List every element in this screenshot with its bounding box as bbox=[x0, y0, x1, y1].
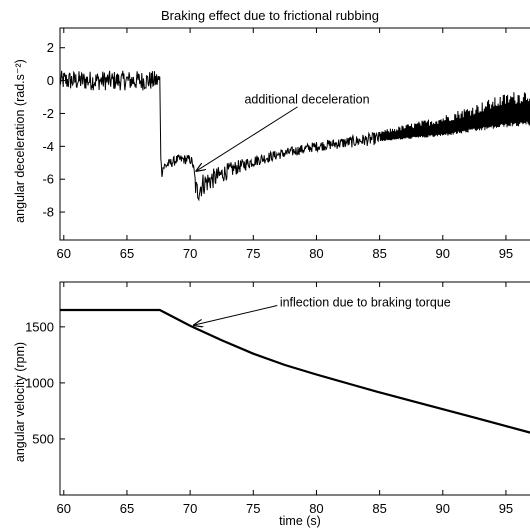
y-tick-label: 2 bbox=[47, 40, 54, 55]
x-tick-label: 90 bbox=[436, 501, 450, 516]
x-tick-label: 85 bbox=[372, 246, 386, 261]
x-tick-label: 80 bbox=[309, 246, 323, 261]
x-tick-label: 85 bbox=[372, 501, 386, 516]
bottom-x-axis-label: time (s) bbox=[279, 514, 321, 528]
y-tick-label: 500 bbox=[32, 431, 54, 446]
y-tick-label: -2 bbox=[42, 106, 54, 121]
y-tick-label: -4 bbox=[42, 139, 54, 154]
velocity-series-line bbox=[60, 310, 530, 434]
annotation-arrow bbox=[194, 306, 277, 326]
y-tick-label: -6 bbox=[42, 172, 54, 187]
x-tick-label: 70 bbox=[183, 246, 197, 261]
plot-frame bbox=[60, 282, 530, 495]
annotation-text: inflection due to braking torque bbox=[280, 296, 451, 310]
top-y-axis-label: angular deceleration (rad.s⁻²) bbox=[13, 59, 27, 223]
x-tick-label: 60 bbox=[57, 501, 71, 516]
annotation-text: additional deceleration bbox=[244, 93, 369, 107]
x-tick-label: 75 bbox=[246, 246, 260, 261]
y-tick-label: 1000 bbox=[25, 375, 54, 390]
deceleration-plot: 60 65 70 75 80 85 90 95 -8 -6 -4 -2 0 2 additional dec… bbox=[42, 28, 530, 261]
x-tick-label: 70 bbox=[183, 501, 197, 516]
x-tick-label: 95 bbox=[499, 246, 513, 261]
x-tick-label: 65 bbox=[120, 246, 134, 261]
plot-frame bbox=[60, 28, 530, 240]
x-tick-label: 75 bbox=[246, 501, 260, 516]
y-tick-label: -8 bbox=[42, 205, 54, 220]
top-chart-title: Braking effect due to frictional rubbing bbox=[161, 8, 379, 23]
x-tick-label: 60 bbox=[57, 246, 71, 261]
y-tick-label: 0 bbox=[47, 73, 54, 88]
x-tick-label: 90 bbox=[436, 246, 450, 261]
x-tick-label: 65 bbox=[120, 501, 134, 516]
deceleration-series-line bbox=[60, 71, 530, 200]
x-tick-label: 95 bbox=[499, 501, 513, 516]
bottom-y-axis-label: angular velocity (rpm) bbox=[13, 342, 27, 462]
y-tick-label: 1500 bbox=[25, 319, 54, 334]
